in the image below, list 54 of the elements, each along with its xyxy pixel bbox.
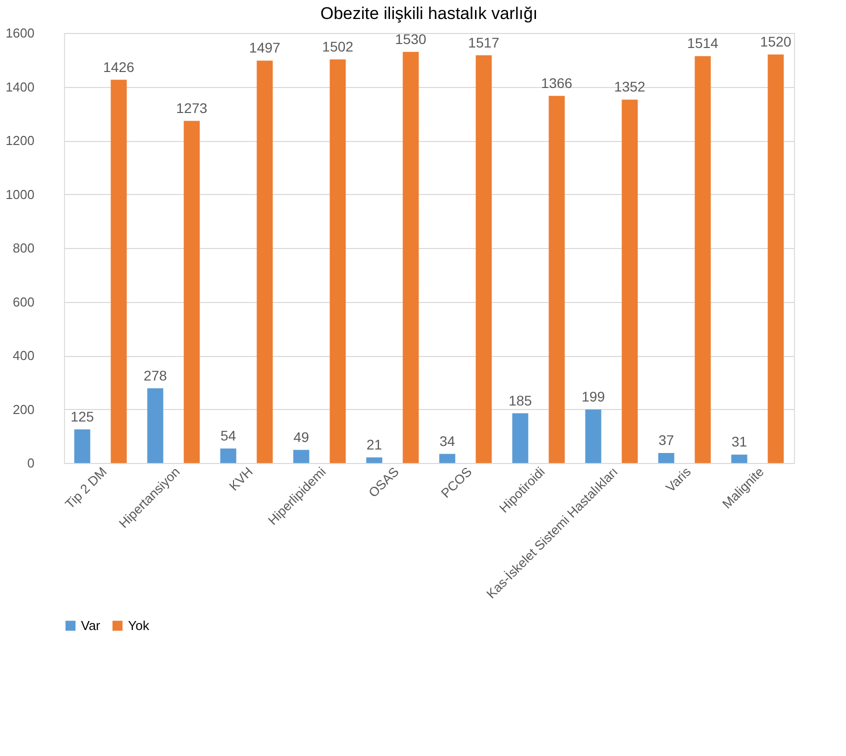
bar bbox=[220, 448, 236, 463]
bar bbox=[622, 100, 638, 463]
data-label: 34 bbox=[439, 432, 456, 449]
chart-title: Obezite ilişkili hastalık varlığı bbox=[320, 4, 538, 23]
y-tick-label: 0 bbox=[27, 456, 34, 470]
data-label: 1514 bbox=[687, 35, 719, 52]
data-label: 1426 bbox=[103, 58, 135, 75]
y-tick-label: 400 bbox=[12, 348, 34, 363]
data-label: 1352 bbox=[614, 78, 646, 95]
bar bbox=[330, 59, 346, 463]
data-label: 1497 bbox=[249, 40, 281, 56]
bar bbox=[256, 60, 273, 463]
bar bbox=[110, 80, 127, 463]
bar bbox=[585, 410, 602, 463]
y-tick-label: 1000 bbox=[6, 186, 34, 202]
data-label: 199 bbox=[582, 388, 606, 405]
bar bbox=[366, 457, 382, 463]
bar bbox=[293, 450, 310, 463]
bar bbox=[184, 120, 200, 463]
bar bbox=[476, 55, 492, 463]
data-label: 278 bbox=[144, 367, 168, 384]
data-label: 1520 bbox=[760, 34, 792, 50]
bar bbox=[74, 429, 90, 463]
y-tick-label: 800 bbox=[12, 240, 34, 256]
x-tick-label: Tip 2 DM bbox=[62, 464, 110, 512]
data-label: 1366 bbox=[541, 74, 573, 91]
bar bbox=[402, 52, 419, 463]
bar bbox=[694, 56, 711, 463]
x-tick-label: Varis bbox=[662, 464, 694, 495]
data-label: 185 bbox=[508, 392, 532, 408]
data-label: 125 bbox=[70, 408, 94, 424]
y-tick-label: 1400 bbox=[6, 79, 34, 94]
data-label: 21 bbox=[366, 436, 382, 452]
data-label: 49 bbox=[293, 428, 310, 445]
legend-label: Yok bbox=[128, 618, 150, 633]
bar bbox=[147, 388, 164, 463]
data-label: 31 bbox=[731, 434, 748, 450]
data-label: 1273 bbox=[176, 100, 208, 116]
bar bbox=[439, 454, 456, 463]
data-label: 1517 bbox=[468, 34, 500, 50]
legend-label: Var bbox=[81, 618, 101, 633]
bar bbox=[658, 453, 674, 463]
bar bbox=[731, 454, 748, 463]
bar bbox=[512, 413, 528, 463]
data-label: 54 bbox=[220, 427, 236, 444]
bar bbox=[548, 96, 565, 463]
data-label: 1530 bbox=[395, 30, 427, 47]
y-tick-label: 1600 bbox=[6, 26, 34, 40]
y-tick-label: 1200 bbox=[6, 133, 34, 148]
data-label: 37 bbox=[658, 432, 674, 448]
bar bbox=[768, 54, 784, 463]
y-tick-label: 200 bbox=[12, 402, 34, 417]
y-tick-label: 600 bbox=[12, 294, 34, 310]
data-label: 1502 bbox=[322, 38, 354, 54]
